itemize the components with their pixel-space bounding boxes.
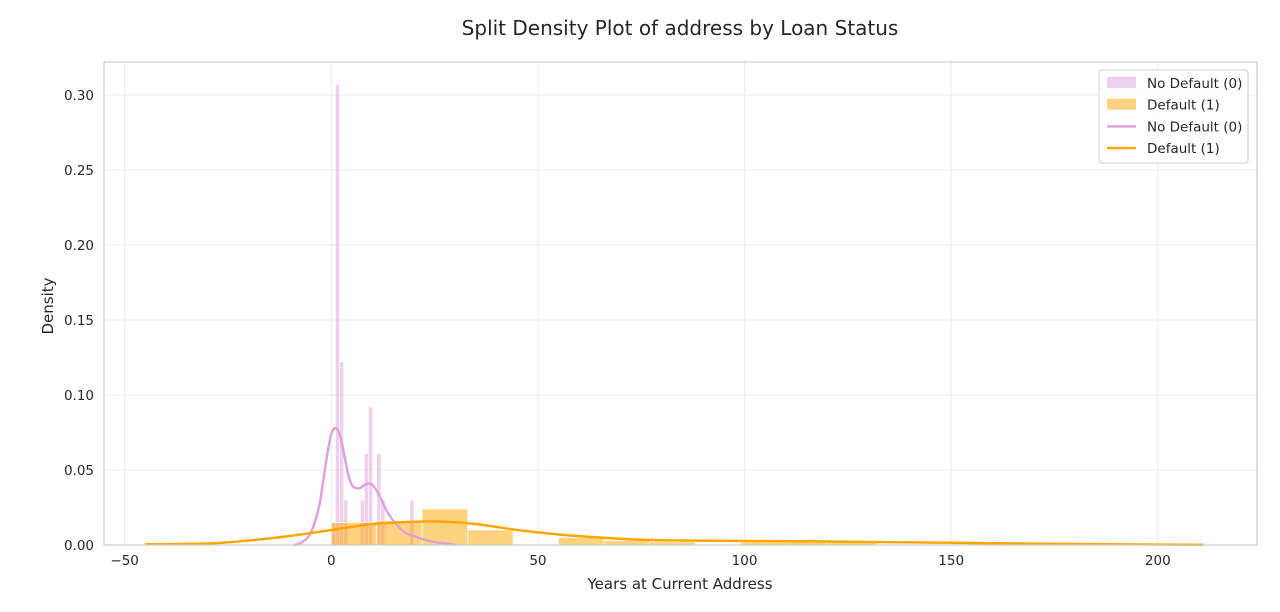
y-tick-label: 0.05 — [64, 463, 94, 479]
x-axis-label: Years at Current Address — [586, 575, 772, 593]
y-tick-label: 0.30 — [64, 88, 94, 104]
legend: No Default (0) Default (1) No Default (0) D… — [1098, 69, 1249, 164]
x-axis-ticks: −50 0 50 100 150 200 — [110, 553, 1170, 569]
x-tick-label: 0 — [327, 553, 336, 569]
y-tick-label: 0.10 — [64, 388, 94, 404]
bar-default — [376, 520, 423, 546]
x-tick-label: 50 — [529, 553, 546, 569]
x-tick-label: 100 — [732, 553, 758, 569]
bar-default — [421, 508, 469, 546]
histogram-no-default — [330, 84, 415, 546]
x-tick-label: 150 — [938, 553, 964, 569]
x-tick-label: −50 — [110, 553, 139, 569]
kde-lines — [145, 426, 1204, 547]
y-tick-label: 0.20 — [64, 238, 94, 254]
legend-label: Default (1) — [1147, 98, 1220, 114]
legend-label: No Default (0) — [1147, 119, 1242, 135]
legend-patch — [1107, 77, 1136, 88]
grid-lines — [104, 62, 1257, 546]
chart-title: Split Density Plot of address by Loan St… — [462, 16, 899, 40]
y-tick-label: 0.15 — [64, 313, 94, 329]
y-axis-label: Density — [39, 277, 57, 334]
legend-label: Default (1) — [1147, 141, 1220, 157]
plot-frame — [103, 61, 1258, 546]
legend-patch — [1107, 98, 1136, 110]
y-tick-label: 0.25 — [64, 163, 94, 179]
bar-default — [467, 529, 514, 546]
legend-label: No Default (0) — [1147, 76, 1242, 92]
kde-line-default — [145, 520, 1204, 547]
legend-box — [1098, 69, 1249, 164]
kde-line-no-default — [293, 426, 456, 547]
bar-no-default — [335, 84, 340, 546]
y-axis-ticks: 0.00 0.05 0.10 0.15 0.20 0.25 0.30 — [64, 88, 94, 554]
bar-default — [558, 537, 605, 546]
x-tick-label: 200 — [1145, 553, 1171, 569]
y-tick-label: 0.00 — [64, 538, 94, 554]
bar-default — [603, 540, 650, 546]
